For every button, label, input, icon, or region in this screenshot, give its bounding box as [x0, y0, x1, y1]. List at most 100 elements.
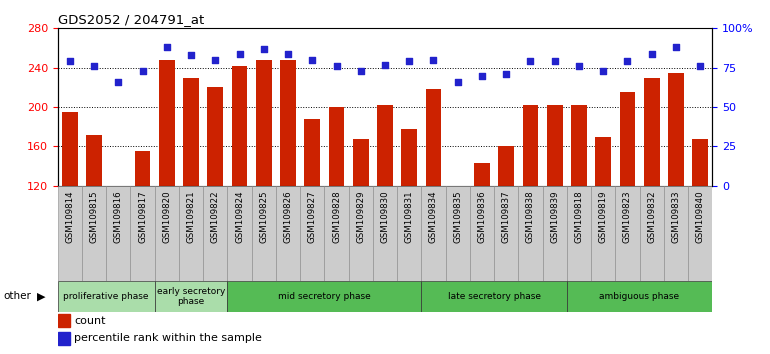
Point: [500, 71, 512, 77]
Text: GSM109815: GSM109815: [89, 190, 99, 243]
Text: GSM109819: GSM109819: [598, 190, 608, 243]
Point: [427, 57, 440, 63]
Bar: [353, 139, 369, 186]
Bar: [518, 186, 543, 281]
Bar: [62, 112, 78, 186]
Text: GSM109829: GSM109829: [357, 190, 365, 243]
Point: [621, 58, 634, 64]
Text: proliferative phase: proliferative phase: [63, 292, 149, 301]
Bar: [324, 186, 349, 281]
Bar: [106, 186, 130, 281]
Bar: [349, 186, 373, 281]
Point: [476, 73, 488, 78]
Bar: [591, 186, 615, 281]
Bar: [421, 186, 446, 281]
Text: percentile rank within the sample: percentile rank within the sample: [74, 333, 262, 343]
Text: GSM109828: GSM109828: [332, 190, 341, 243]
Point: [88, 63, 100, 69]
Text: mid secretory phase: mid secretory phase: [278, 292, 371, 301]
Point: [645, 51, 658, 56]
Point: [64, 58, 76, 64]
Text: GSM109820: GSM109820: [162, 190, 172, 243]
Bar: [401, 129, 417, 186]
Bar: [232, 66, 247, 186]
Bar: [470, 186, 494, 281]
Bar: [300, 186, 324, 281]
Bar: [276, 186, 300, 281]
Text: GSM109824: GSM109824: [235, 190, 244, 243]
Bar: [183, 78, 199, 186]
Bar: [155, 186, 179, 281]
Text: GSM109827: GSM109827: [308, 190, 316, 243]
Text: GSM109818: GSM109818: [574, 190, 584, 243]
Bar: [155, 281, 227, 312]
Bar: [426, 89, 441, 186]
Point: [306, 57, 319, 63]
Point: [524, 58, 537, 64]
Bar: [692, 139, 708, 186]
Text: GSM109823: GSM109823: [623, 190, 632, 243]
Text: GSM109816: GSM109816: [114, 190, 123, 243]
Bar: [523, 105, 538, 186]
Text: GSM109831: GSM109831: [405, 190, 413, 243]
Point: [597, 68, 609, 74]
Text: early secretory
phase: early secretory phase: [157, 287, 226, 306]
Point: [330, 63, 343, 69]
Text: GSM109833: GSM109833: [671, 190, 681, 243]
Point: [136, 68, 149, 74]
Bar: [179, 186, 203, 281]
Text: GSM109836: GSM109836: [477, 190, 487, 243]
Point: [573, 63, 585, 69]
Point: [548, 58, 561, 64]
Bar: [595, 137, 611, 186]
Point: [258, 46, 270, 52]
Bar: [377, 105, 393, 186]
Bar: [688, 186, 712, 281]
Bar: [446, 186, 470, 281]
Text: GSM109825: GSM109825: [259, 190, 268, 243]
Point: [694, 63, 706, 69]
Bar: [304, 119, 320, 186]
Text: GSM109822: GSM109822: [211, 190, 219, 243]
Bar: [668, 73, 684, 186]
Bar: [159, 60, 175, 186]
Bar: [644, 78, 660, 186]
Point: [379, 62, 391, 67]
Point: [355, 68, 367, 74]
Text: other: other: [4, 291, 32, 302]
Bar: [135, 152, 150, 186]
Point: [161, 44, 173, 50]
Text: GSM109830: GSM109830: [380, 190, 390, 243]
Bar: [82, 186, 106, 281]
Bar: [620, 92, 635, 186]
Point: [670, 44, 682, 50]
Text: ▶: ▶: [37, 291, 45, 302]
Point: [112, 79, 125, 85]
Point: [185, 52, 197, 58]
Text: GSM109840: GSM109840: [695, 190, 705, 243]
Bar: [567, 281, 712, 312]
Text: GSM109835: GSM109835: [454, 190, 462, 243]
Text: GSM109817: GSM109817: [138, 190, 147, 243]
Bar: [640, 186, 664, 281]
Bar: [130, 186, 155, 281]
Point: [451, 79, 464, 85]
Bar: [207, 87, 223, 186]
Bar: [203, 186, 227, 281]
Text: GSM109832: GSM109832: [647, 190, 656, 243]
Text: late secretory phase: late secretory phase: [447, 292, 541, 301]
Bar: [421, 281, 567, 312]
Text: GSM109826: GSM109826: [283, 190, 293, 243]
Text: GSM109821: GSM109821: [186, 190, 196, 243]
Bar: [397, 186, 421, 281]
Point: [403, 58, 415, 64]
Text: GSM109834: GSM109834: [429, 190, 438, 243]
Bar: [280, 60, 296, 186]
Bar: [494, 186, 518, 281]
Bar: [227, 186, 252, 281]
Bar: [373, 186, 397, 281]
Bar: [474, 163, 490, 186]
Bar: [664, 186, 688, 281]
Bar: [86, 135, 102, 186]
Bar: [498, 147, 514, 186]
